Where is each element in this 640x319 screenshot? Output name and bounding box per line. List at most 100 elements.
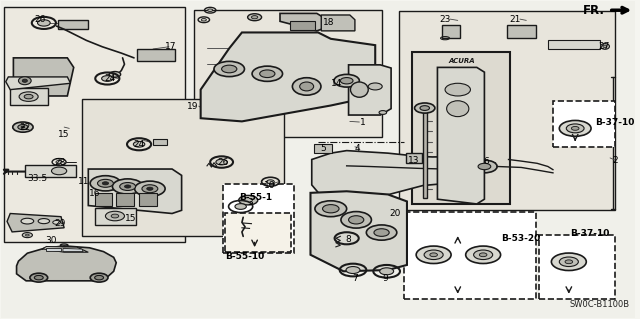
Polygon shape [310, 191, 407, 271]
Ellipse shape [56, 160, 62, 164]
Bar [139, 193, 157, 205]
Text: 7: 7 [352, 274, 358, 283]
Polygon shape [321, 15, 355, 31]
Ellipse shape [221, 65, 237, 73]
Ellipse shape [35, 275, 44, 280]
Ellipse shape [26, 234, 29, 236]
Bar [412, 51, 511, 204]
Bar [399, 11, 615, 210]
Ellipse shape [18, 124, 28, 130]
Ellipse shape [248, 14, 262, 21]
Ellipse shape [124, 185, 131, 188]
Ellipse shape [202, 19, 206, 21]
Polygon shape [7, 213, 64, 232]
Ellipse shape [351, 82, 368, 97]
Ellipse shape [214, 61, 244, 77]
Polygon shape [6, 77, 70, 90]
Ellipse shape [430, 253, 437, 257]
Text: 26: 26 [217, 158, 228, 167]
Text: 15: 15 [58, 130, 70, 138]
Text: ACURA: ACURA [448, 58, 475, 64]
Ellipse shape [323, 204, 339, 213]
Ellipse shape [120, 182, 136, 190]
Polygon shape [88, 169, 182, 213]
Polygon shape [17, 246, 116, 281]
Bar [404, 212, 536, 299]
Bar [406, 153, 422, 163]
Bar [10, 88, 47, 105]
Bar [548, 40, 600, 49]
Ellipse shape [109, 71, 121, 77]
Text: 17: 17 [165, 42, 177, 51]
Text: 29: 29 [54, 219, 66, 228]
Text: 9: 9 [383, 274, 388, 283]
Ellipse shape [379, 111, 387, 115]
Bar [289, 21, 315, 30]
Ellipse shape [106, 211, 124, 221]
Bar [95, 208, 136, 225]
Ellipse shape [346, 267, 360, 273]
Bar [553, 101, 615, 147]
Ellipse shape [90, 273, 108, 282]
Ellipse shape [600, 44, 609, 49]
Ellipse shape [603, 45, 607, 48]
Ellipse shape [552, 253, 586, 271]
Text: 20: 20 [390, 209, 401, 218]
Ellipse shape [572, 126, 579, 130]
Ellipse shape [133, 141, 145, 147]
Text: 3: 3 [247, 197, 253, 207]
Text: 30: 30 [45, 236, 57, 245]
Ellipse shape [424, 250, 443, 260]
Text: 23: 23 [440, 15, 451, 24]
Ellipse shape [19, 77, 31, 85]
Ellipse shape [420, 106, 429, 110]
Ellipse shape [21, 126, 25, 128]
Bar [539, 235, 615, 299]
Polygon shape [280, 13, 323, 31]
Ellipse shape [19, 92, 38, 101]
Ellipse shape [24, 94, 33, 99]
Ellipse shape [474, 250, 493, 260]
Text: B-37-10: B-37-10 [570, 229, 609, 238]
Polygon shape [46, 248, 61, 251]
Polygon shape [437, 67, 484, 204]
Ellipse shape [252, 16, 258, 19]
Bar [225, 213, 291, 252]
Text: 19: 19 [187, 102, 198, 111]
Text: 33.5: 33.5 [28, 174, 47, 183]
Ellipse shape [30, 273, 47, 282]
Ellipse shape [341, 211, 371, 228]
Text: 14: 14 [332, 79, 343, 88]
Bar [442, 26, 460, 38]
Bar [153, 139, 167, 145]
Ellipse shape [479, 253, 487, 257]
Text: 28: 28 [54, 158, 66, 167]
Ellipse shape [147, 187, 153, 190]
Ellipse shape [90, 176, 121, 191]
Bar [314, 144, 332, 153]
Ellipse shape [38, 20, 50, 26]
Ellipse shape [340, 78, 353, 84]
Text: 21: 21 [509, 15, 520, 24]
Ellipse shape [134, 181, 165, 196]
Ellipse shape [22, 79, 28, 82]
Ellipse shape [216, 159, 227, 165]
Ellipse shape [13, 122, 33, 132]
Ellipse shape [445, 83, 470, 96]
Ellipse shape [478, 163, 491, 170]
Ellipse shape [235, 204, 246, 209]
Polygon shape [312, 151, 483, 201]
Ellipse shape [565, 260, 573, 264]
Ellipse shape [566, 124, 584, 133]
Ellipse shape [207, 9, 212, 11]
Bar [4, 7, 185, 242]
Text: 24: 24 [104, 74, 115, 83]
Ellipse shape [368, 83, 382, 90]
Ellipse shape [415, 103, 435, 113]
Ellipse shape [366, 225, 397, 240]
Text: 1: 1 [360, 117, 365, 127]
Ellipse shape [315, 201, 347, 217]
Bar [223, 184, 294, 253]
Ellipse shape [38, 219, 49, 224]
Text: 6: 6 [483, 157, 489, 166]
